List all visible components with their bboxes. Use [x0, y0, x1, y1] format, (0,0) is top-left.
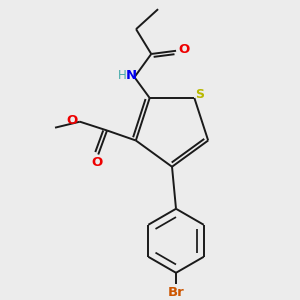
Text: N: N [126, 69, 137, 82]
Text: O: O [178, 44, 190, 56]
Text: O: O [91, 156, 102, 169]
Text: S: S [195, 88, 204, 101]
Text: Br: Br [168, 286, 184, 299]
Text: O: O [66, 114, 77, 127]
Text: H: H [118, 69, 127, 82]
